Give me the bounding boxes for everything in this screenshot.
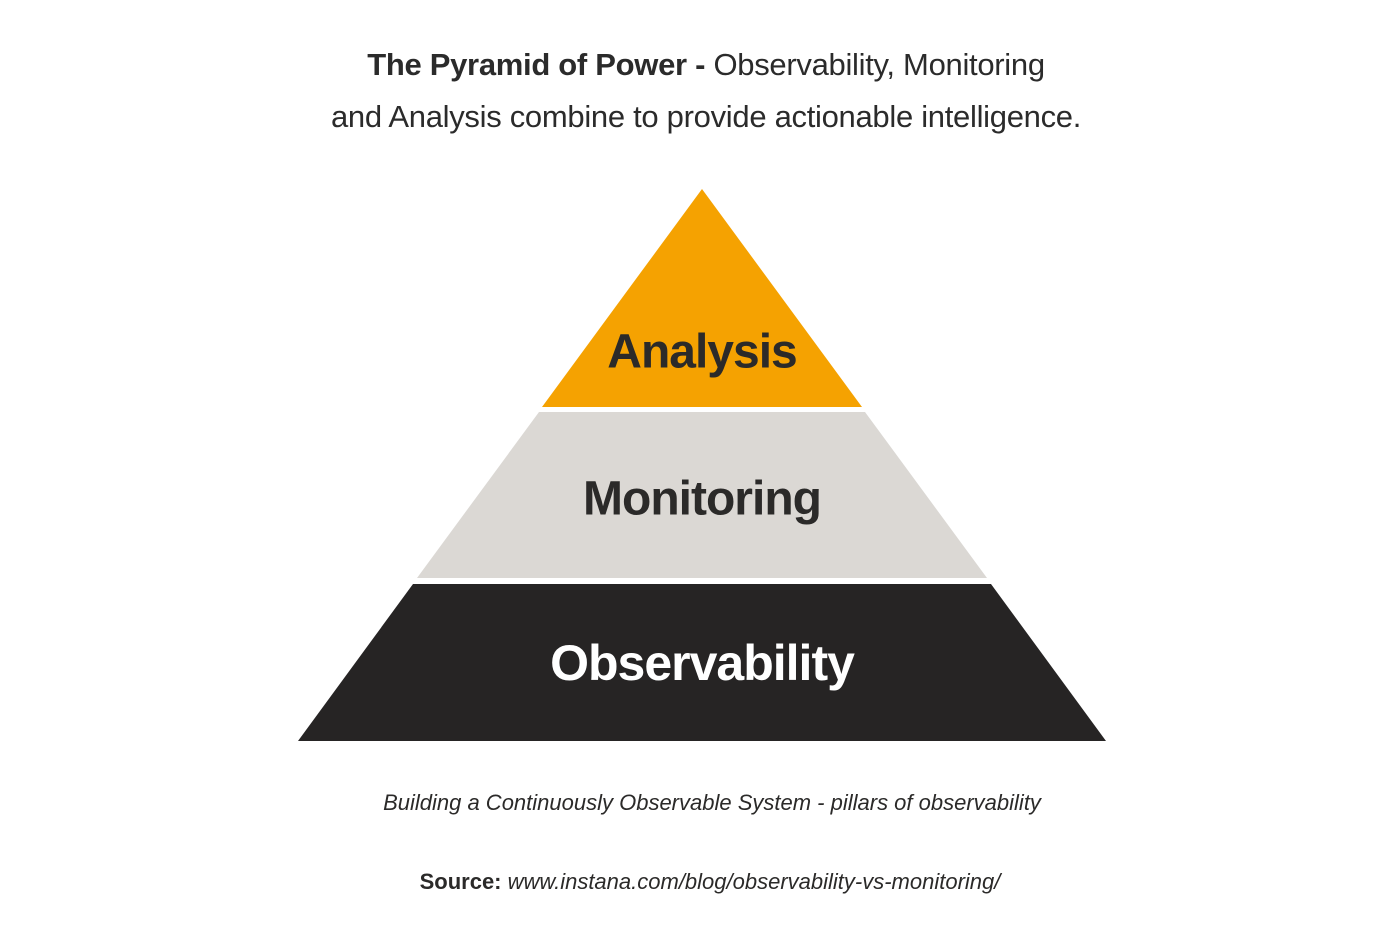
diagram-caption: Building a Continuously Observable Syste… bbox=[383, 790, 1041, 815]
layer-label-observability: Observability bbox=[550, 635, 855, 691]
title-regular-text: Observability, Monitoring bbox=[713, 47, 1045, 82]
title-bold-text: The Pyramid of Power - bbox=[367, 47, 714, 82]
page-title: The Pyramid of Power - Observability, Mo… bbox=[331, 39, 1081, 143]
title-line-2: and Analysis combine to provide actionab… bbox=[330, 99, 1082, 134]
source-url-text: www.instana.com/blog/observability-vs-mo… bbox=[501, 869, 1001, 894]
source-line: Source: www.instana.com/blog/observabili… bbox=[420, 867, 1001, 897]
layer-label-monitoring: Monitoring bbox=[583, 472, 822, 526]
layer-label-analysis: Analysis bbox=[607, 325, 797, 379]
title-line-1: The Pyramid of Power - Observability, Mo… bbox=[331, 39, 1081, 91]
pyramid-layer-observability bbox=[298, 584, 1106, 741]
source-label: Source: bbox=[419, 869, 502, 894]
